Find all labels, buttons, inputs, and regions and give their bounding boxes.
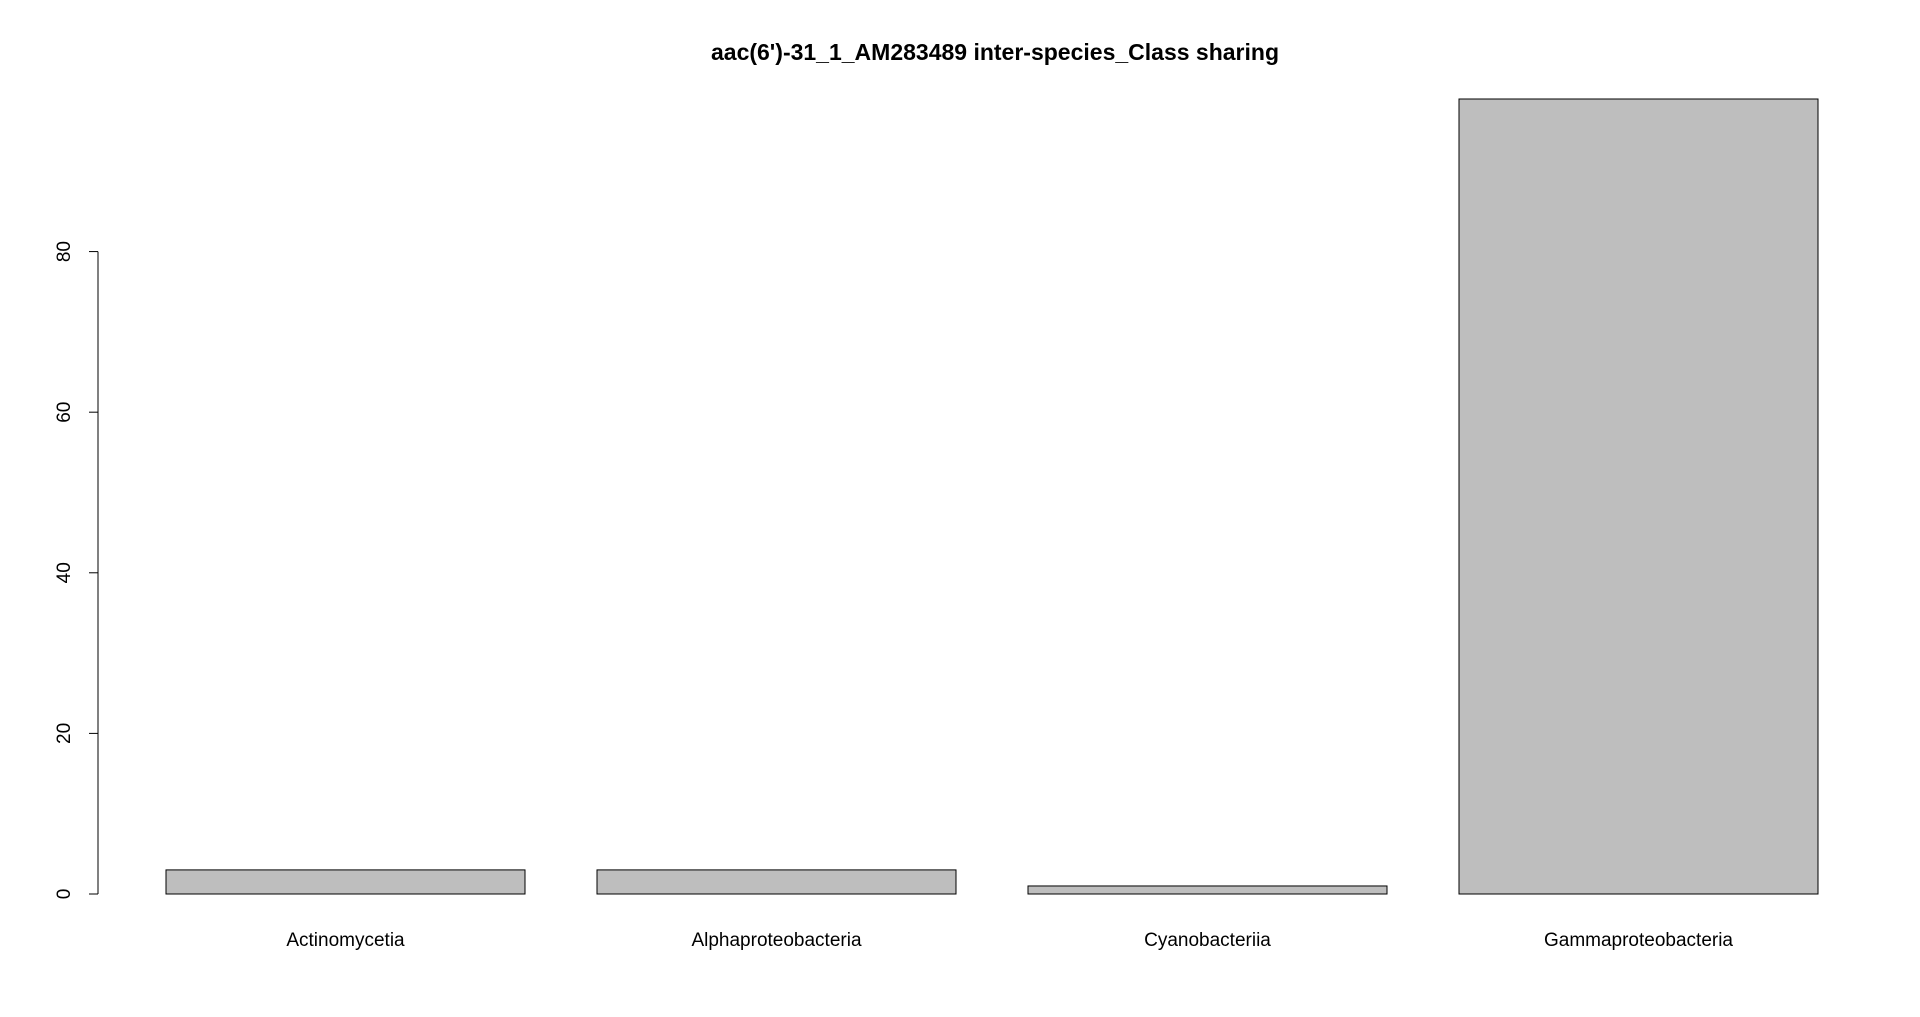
y-tick-label: 60 [54,402,75,423]
y-axis: 0 20 40 60 80 [54,241,99,900]
bar-actinomycetia [165,869,526,895]
category-label-actinomycetia: Actinomycetia [286,930,405,951]
category-label-alphaproteobacteria: Alphaproteobacteria [691,930,861,951]
y-tick-label: 40 [54,562,75,583]
bar-alphaproteobacteria [596,869,957,895]
category-labels: Actinomycetia Alphaproteobacteria Cyanobac… [286,930,1733,951]
bars [165,98,1819,895]
y-tick-label: 20 [54,723,75,744]
bar-gammaproteobacteria [1458,98,1819,895]
category-label-cyanobacteriia: Cyanobacteriia [1144,930,1271,951]
category-label-gammaproteobacteria: Gammaproteobacteria [1544,930,1733,951]
y-tick-label: 80 [54,241,75,262]
chart-title: aac(6')-31_1_AM283489 inter-species_Clas… [711,39,1279,65]
bar-cyanobacteriia [1027,885,1388,895]
y-tick-label: 0 [54,889,75,900]
